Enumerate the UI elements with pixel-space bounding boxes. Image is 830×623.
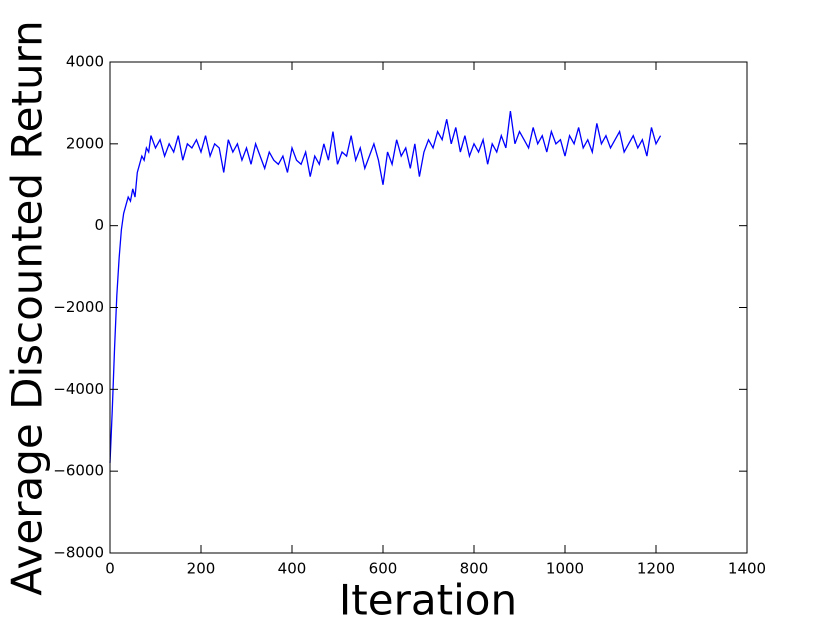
y-tick-label: 0 [94,216,104,234]
data-line [109,111,662,464]
x-tick-label: 200 [187,560,216,578]
y-tick-label: −4000 [53,380,104,398]
y-tick-label: −6000 [53,462,104,480]
x-axis-label: Iteration [339,576,517,620]
x-tick-label: 800 [460,560,489,578]
x-tick-label: 1000 [546,560,584,578]
y-tick-label: 4000 [66,53,104,71]
x-tick-label: 600 [369,560,398,578]
x-tick-label: 1200 [637,560,675,578]
x-tick-label: 0 [105,560,115,578]
y-tick-label: −2000 [53,298,104,316]
y-tick-label: 2000 [66,134,104,152]
x-tick-label: 400 [278,560,307,578]
y-tick-label: −8000 [53,544,104,562]
plot-frame [109,61,748,554]
x-tick-label: 1400 [728,560,766,578]
y-axis-label: Average Discounted Return [3,20,52,595]
